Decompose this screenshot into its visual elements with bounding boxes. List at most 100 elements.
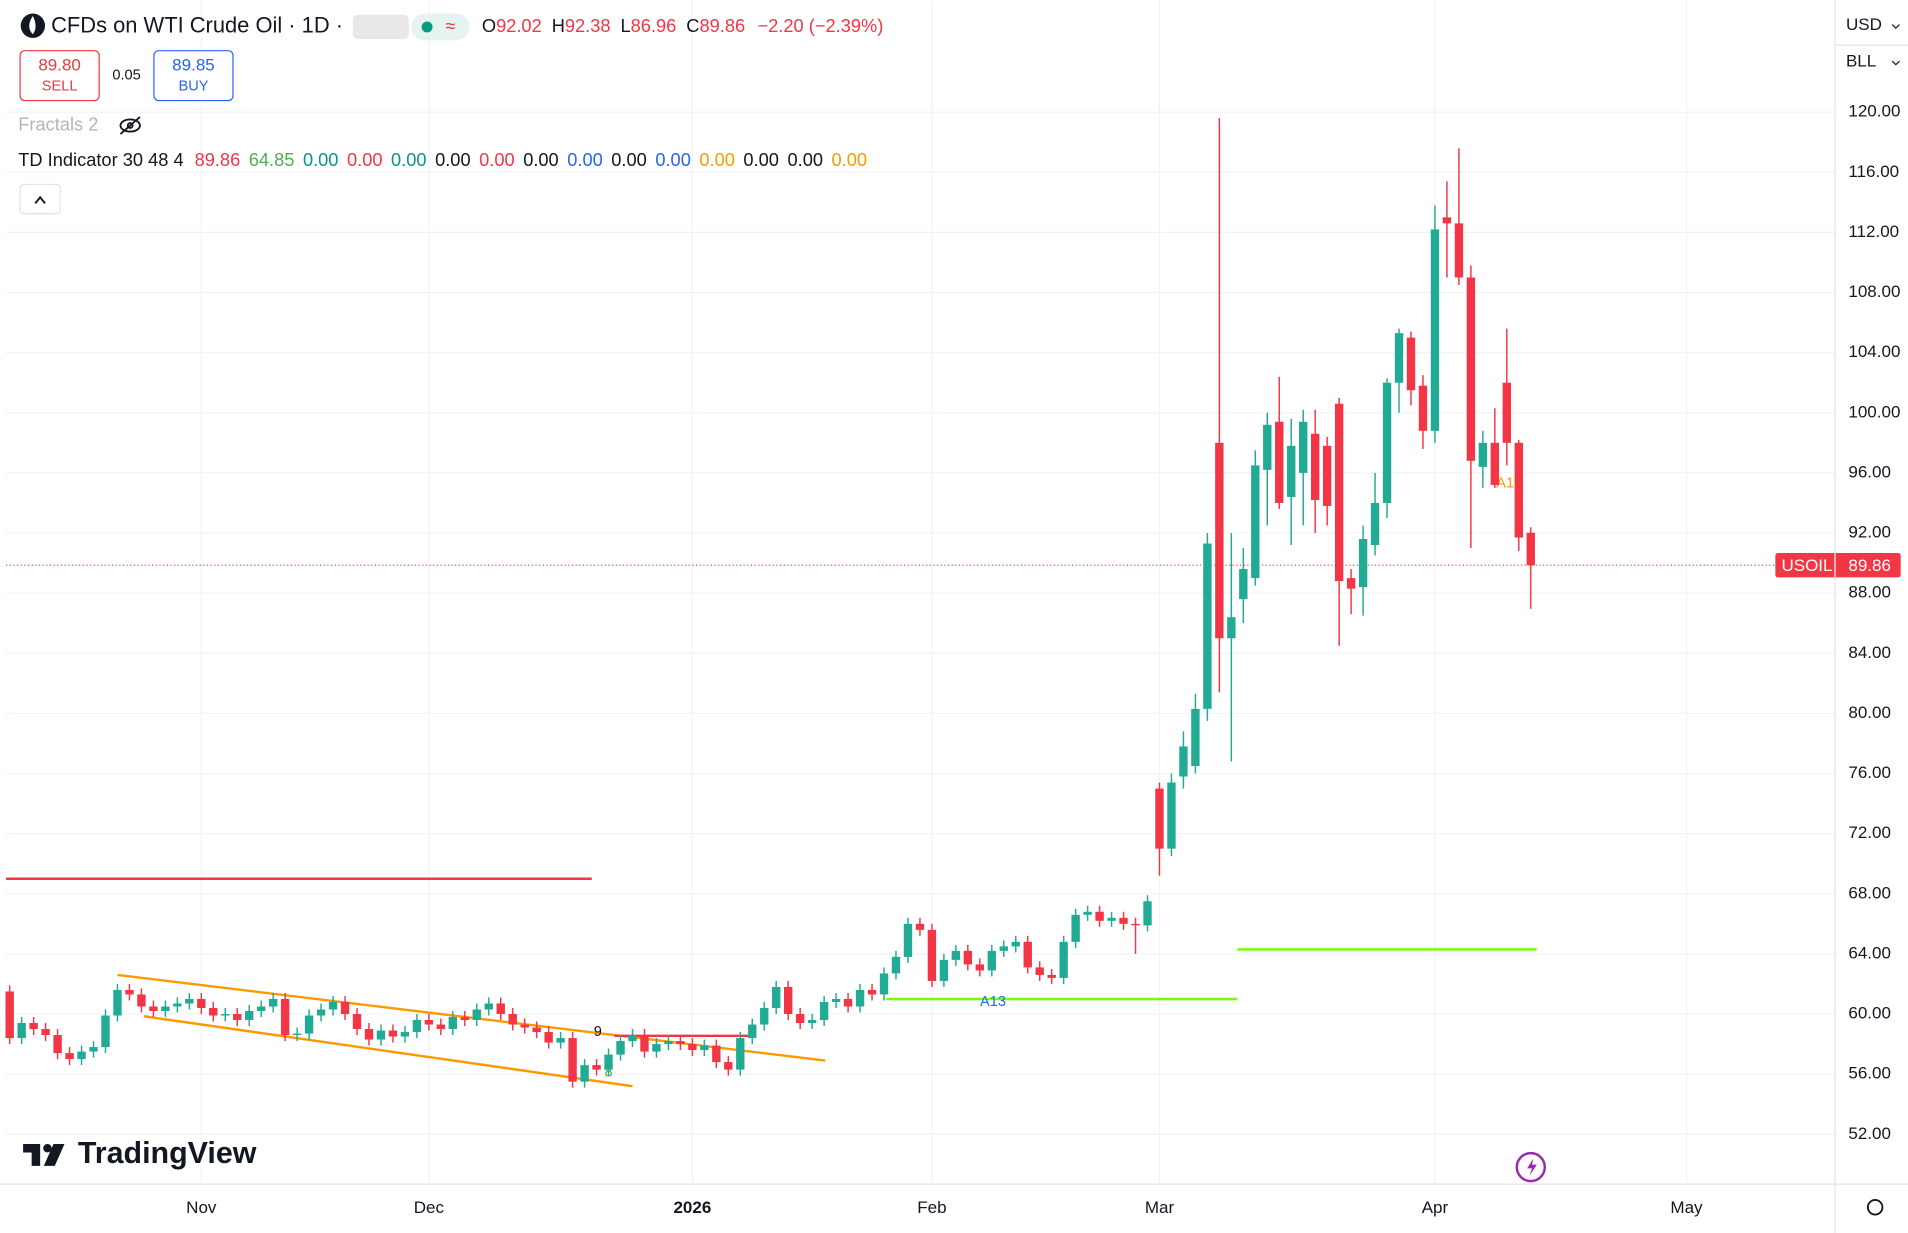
fractals-indicator[interactable]: Fractals 2 xyxy=(18,113,98,134)
candle-body xyxy=(987,950,996,971)
market-open-dot xyxy=(421,21,433,33)
sell-button[interactable] xyxy=(19,50,100,102)
annotation: A13 xyxy=(980,994,1006,1010)
candle-body xyxy=(412,1020,422,1033)
candle-body xyxy=(496,1003,505,1015)
candle-body xyxy=(364,1029,374,1040)
x-tick-label: Feb xyxy=(917,1198,946,1217)
ohlc-legend: O92.02 H92.38 L86.96 C89.86 −2.20 (−2.39… xyxy=(482,15,883,36)
ohlc-label: H xyxy=(552,15,565,36)
candle-body xyxy=(29,1023,38,1030)
candle-body xyxy=(280,998,290,1036)
logo-icon xyxy=(23,1143,65,1166)
ohlc-label: L xyxy=(620,15,630,36)
candle-body xyxy=(137,994,146,1007)
y-tick-label: 100.00 xyxy=(1848,402,1900,421)
x-tick-label: Nov xyxy=(186,1198,217,1217)
y-tick-label: 84.00 xyxy=(1848,643,1891,662)
ohlc-value: 89.86 xyxy=(699,15,745,36)
candles xyxy=(5,118,1535,1088)
candle-body xyxy=(783,986,793,1015)
y-tick-label: 76.00 xyxy=(1848,763,1891,782)
dropdown-icon xyxy=(1891,60,1900,66)
td-value: 0.00 xyxy=(699,149,735,170)
candle-body xyxy=(1287,445,1296,497)
candle-body xyxy=(1155,788,1164,849)
candle-body xyxy=(1131,923,1140,926)
buy-label: BUY xyxy=(178,78,208,94)
buy-button[interactable] xyxy=(153,50,234,102)
candle-body xyxy=(125,989,134,995)
status-pill xyxy=(411,13,470,41)
candle-body xyxy=(843,998,853,1007)
candle-body xyxy=(1299,421,1308,473)
td-value: 64.85 xyxy=(249,149,295,170)
candle-body xyxy=(640,1035,649,1052)
symbol-title[interactable]: CFDs on WTI Crude Oil · 1D · xyxy=(51,13,343,38)
hidden-icon[interactable] xyxy=(119,116,141,135)
candle-body xyxy=(1442,217,1452,224)
candle-body xyxy=(1370,502,1380,546)
currency[interactable]: USD xyxy=(1846,15,1882,34)
collapse-button[interactable] xyxy=(19,183,61,215)
candle-body xyxy=(1490,442,1500,485)
ohlc-value: 86.96 xyxy=(631,15,677,36)
candle-body xyxy=(268,998,278,1007)
candle-body xyxy=(400,1032,410,1037)
candle-body xyxy=(807,1020,817,1024)
candle-body xyxy=(939,959,949,981)
candle-body xyxy=(316,1009,326,1016)
ohlc-value: 92.38 xyxy=(565,15,611,36)
x-tick-label: Mar xyxy=(1145,1198,1175,1217)
candle-body xyxy=(867,989,877,995)
unit[interactable]: BLL xyxy=(1846,52,1876,71)
candle-body xyxy=(879,973,889,995)
candle-body xyxy=(173,1003,182,1007)
y-tick-label: 56.00 xyxy=(1848,1064,1891,1083)
spread: 0.05 xyxy=(112,67,140,83)
candle-body xyxy=(101,1015,110,1048)
candle-body xyxy=(1179,746,1188,777)
candle-body xyxy=(292,1033,302,1036)
td-value: 0.00 xyxy=(787,149,823,170)
indicator-line xyxy=(143,1015,633,1088)
x-tick-label: Dec xyxy=(414,1198,445,1217)
candle-body xyxy=(233,1014,242,1021)
candle-body xyxy=(1322,445,1332,506)
sell-label: SELL xyxy=(42,78,78,94)
candle-body xyxy=(1514,442,1523,538)
candle-body xyxy=(436,1024,446,1030)
candle-body xyxy=(1466,277,1476,461)
candle-body xyxy=(544,1032,553,1043)
td-value: 0.00 xyxy=(303,149,339,170)
td-value: 0.00 xyxy=(567,149,603,170)
candle-body xyxy=(999,946,1008,951)
candle-body xyxy=(1382,382,1392,503)
candle-body xyxy=(245,1010,254,1021)
candle-body xyxy=(795,1014,805,1024)
candle-body xyxy=(1203,543,1212,709)
candle-body xyxy=(197,998,206,1008)
candle-body xyxy=(257,1006,266,1011)
y-tick-label: 88.00 xyxy=(1848,583,1891,602)
axes: 52.00 56.00 60.00 64.00 68.00 72.00 76.00 80.00… xyxy=(186,102,1901,1217)
y-tick-label: 116.00 xyxy=(1848,162,1899,181)
y-tick-label: 112.00 xyxy=(1848,222,1899,241)
candle-body xyxy=(1239,569,1248,600)
candle-body xyxy=(472,1009,481,1021)
candle-body xyxy=(1035,967,1044,975)
y-tick-label: 96.00 xyxy=(1848,462,1891,481)
dropdown-icon xyxy=(1891,24,1900,30)
candle-body xyxy=(580,1065,589,1082)
ohlc-value: 92.02 xyxy=(496,15,542,36)
candle-body xyxy=(424,1020,434,1025)
candle-body xyxy=(1263,424,1272,470)
status-icon: ≈ xyxy=(445,15,455,36)
settings-icon[interactable] xyxy=(1866,1199,1884,1216)
candle-body xyxy=(831,998,841,1002)
y-tick-label: 68.00 xyxy=(1848,883,1891,902)
candle-body xyxy=(688,1044,697,1051)
candle-body xyxy=(376,1030,386,1040)
candle-body xyxy=(352,1014,362,1030)
